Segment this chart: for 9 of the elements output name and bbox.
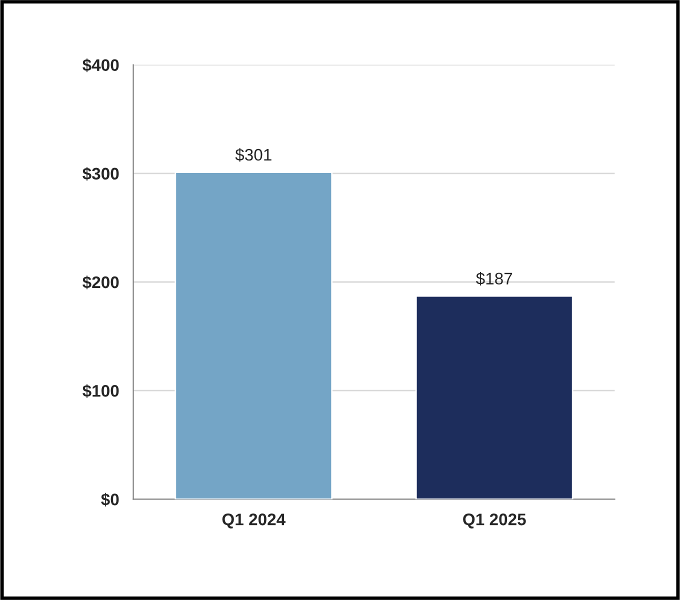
y-tick-label: $200 xyxy=(82,276,119,290)
y-tick-label: $300 xyxy=(82,167,119,181)
y-tick-label: $400 xyxy=(82,58,119,72)
data-label: $301 xyxy=(235,148,272,162)
x-tick-label: Q1 2025 xyxy=(463,514,526,528)
y-tick-label: $100 xyxy=(82,384,119,398)
x-tick-label: Q1 2024 xyxy=(222,514,286,528)
y-tick-label: $0 xyxy=(101,492,119,506)
data-label: $187 xyxy=(476,272,512,286)
